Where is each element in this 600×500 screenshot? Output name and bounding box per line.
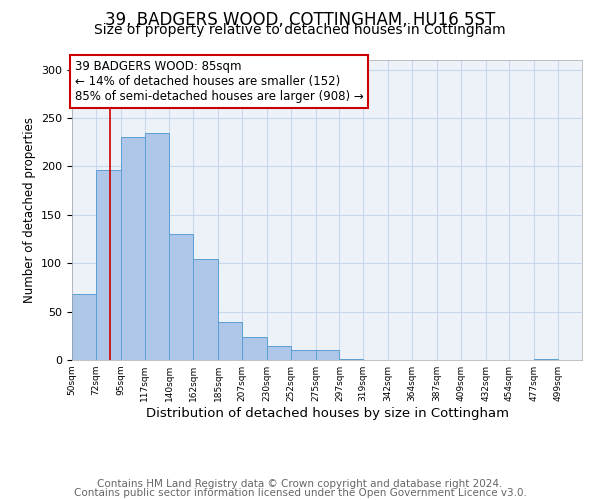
Text: 39, BADGERS WOOD, COTTINGHAM, HU16 5ST: 39, BADGERS WOOD, COTTINGHAM, HU16 5ST <box>105 11 495 29</box>
Y-axis label: Number of detached properties: Number of detached properties <box>23 117 35 303</box>
Bar <box>96 170 121 360</box>
Bar <box>267 346 291 360</box>
Bar <box>316 350 340 360</box>
Text: Contains HM Land Registry data © Crown copyright and database right 2024.: Contains HM Land Registry data © Crown c… <box>97 479 503 489</box>
Bar <box>242 337 267 360</box>
Bar <box>72 294 96 360</box>
Bar <box>535 359 558 360</box>
Bar <box>291 350 316 360</box>
Bar <box>218 322 242 360</box>
Bar <box>340 359 363 360</box>
Bar <box>145 132 169 360</box>
Text: Contains public sector information licensed under the Open Government Licence v3: Contains public sector information licen… <box>74 488 526 498</box>
X-axis label: Distribution of detached houses by size in Cottingham: Distribution of detached houses by size … <box>146 407 509 420</box>
Bar <box>169 234 193 360</box>
Text: Size of property relative to detached houses in Cottingham: Size of property relative to detached ho… <box>94 23 506 37</box>
Bar <box>121 138 145 360</box>
Text: 39 BADGERS WOOD: 85sqm
← 14% of detached houses are smaller (152)
85% of semi-de: 39 BADGERS WOOD: 85sqm ← 14% of detached… <box>74 60 364 103</box>
Bar <box>193 260 218 360</box>
